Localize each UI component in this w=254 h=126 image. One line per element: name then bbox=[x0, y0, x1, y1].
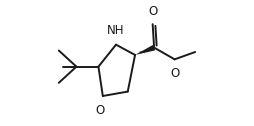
Text: O: O bbox=[95, 104, 104, 117]
Text: NH: NH bbox=[106, 24, 124, 37]
Text: O: O bbox=[148, 5, 157, 18]
Text: ***: *** bbox=[139, 50, 146, 55]
Polygon shape bbox=[135, 45, 155, 55]
Text: O: O bbox=[171, 67, 180, 80]
